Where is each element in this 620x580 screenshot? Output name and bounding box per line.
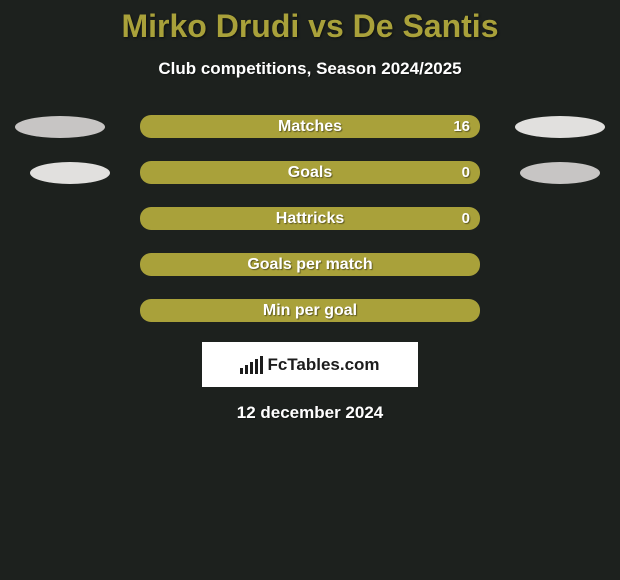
stat-bar: Min per goal <box>140 299 480 322</box>
stat-bar: Goals per match <box>140 253 480 276</box>
stat-row-min-per-goal: Min per goal <box>0 299 620 322</box>
stat-label: Matches <box>278 118 342 136</box>
stat-value: 0 <box>462 210 470 227</box>
ellipse-right-1 <box>515 116 605 138</box>
stat-bar: Hattricks 0 <box>140 207 480 230</box>
page-title: Mirko Drudi vs De Santis <box>0 0 620 45</box>
stat-bar: Goals 0 <box>140 161 480 184</box>
stat-row-hattricks: Hattricks 0 <box>0 207 620 230</box>
ellipse-left-1 <box>15 116 105 138</box>
stat-value: 16 <box>453 118 470 135</box>
stat-row-goals: Goals 0 <box>0 161 620 184</box>
stat-row-goals-per-match: Goals per match <box>0 253 620 276</box>
stat-label: Goals <box>288 164 332 182</box>
logo-box: FcTables.com <box>202 342 418 387</box>
ellipse-right-2 <box>520 162 600 184</box>
stat-label: Min per goal <box>263 302 357 320</box>
stat-bar: Matches 16 <box>140 115 480 138</box>
stat-label: Goals per match <box>247 256 372 274</box>
subtitle: Club competitions, Season 2024/2025 <box>0 59 620 79</box>
stat-rows: Matches 16 Goals 0 Hattricks 0 Goals per… <box>0 115 620 322</box>
stat-label: Hattricks <box>276 210 344 228</box>
stat-row-matches: Matches 16 <box>0 115 620 138</box>
logo-text: FcTables.com <box>267 355 379 375</box>
comparison-card: Mirko Drudi vs De Santis Club competitio… <box>0 0 620 580</box>
stat-value: 0 <box>462 164 470 181</box>
ellipse-left-2 <box>30 162 110 184</box>
date-text: 12 december 2024 <box>0 403 620 423</box>
logo-bars-icon <box>240 356 263 374</box>
